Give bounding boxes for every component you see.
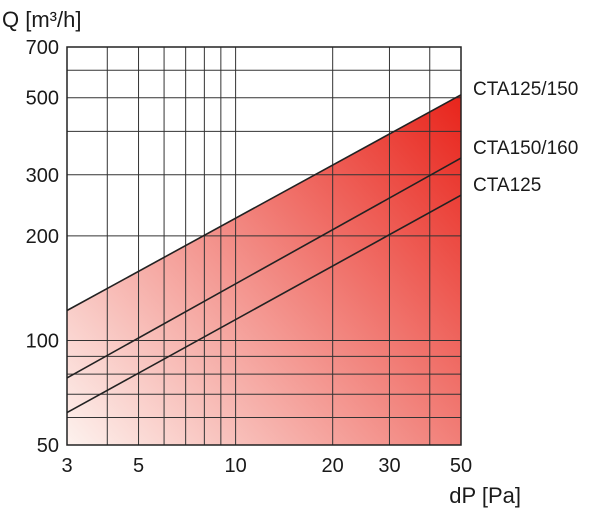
series-labels: CTA125/150 CTA150/160 CTA125 [473, 79, 578, 196]
series-label: CTA125 [473, 175, 541, 196]
shaded-region [67, 94, 461, 446]
x-tick-label: 5 [133, 455, 144, 477]
series-label: CTA125/150 [473, 79, 578, 100]
series-lines [66, 94, 462, 414]
y-tick-label: 200 [26, 226, 59, 248]
y-tick-label: 500 [26, 88, 59, 110]
y-tick-label: 50 [37, 435, 59, 457]
y-tick-label: 300 [26, 165, 59, 187]
x-tick-label: 20 [322, 455, 344, 477]
x-tick-label: 30 [378, 455, 400, 477]
series-label: CTA150/160 [473, 138, 578, 159]
series-line-1 [66, 157, 462, 379]
y-tick-label: 100 [26, 330, 59, 352]
x-tick-label: 50 [450, 455, 472, 477]
plot-frame [66, 46, 462, 446]
shaded-area [67, 94, 461, 446]
x-tick-label: 3 [61, 455, 72, 477]
series-line-0 [66, 94, 462, 312]
y-tick-label: 700 [26, 37, 59, 59]
y-tick-labels: 50 100 200 300 500 700 [26, 37, 59, 457]
y-axis-label: Q [m³/h] [2, 7, 81, 32]
x-axis-label: dP [Pa] [449, 483, 521, 508]
x-tick-label: 10 [224, 455, 246, 477]
x-tick-labels: 3 5 10 20 30 50 [61, 455, 472, 477]
series-line-2 [66, 194, 462, 414]
